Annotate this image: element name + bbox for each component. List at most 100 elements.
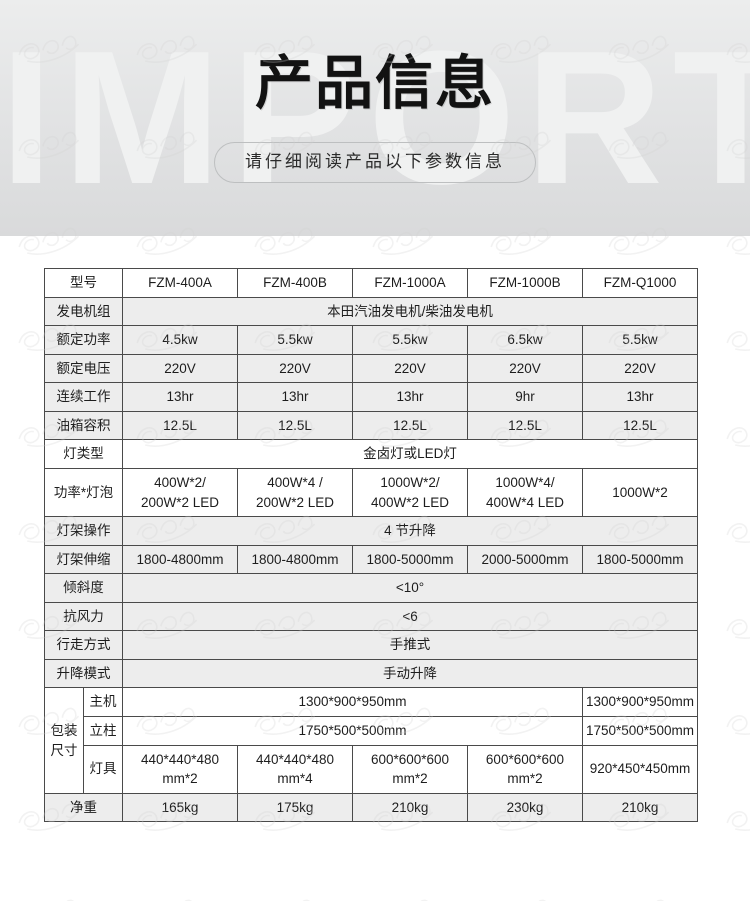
row-value-1-4: 5.5kw bbox=[581, 325, 699, 355]
row-value-3-1: 13hr bbox=[237, 382, 353, 412]
row-label-10: 抗风力 bbox=[43, 601, 124, 632]
packaging-value-merged-0: 1300*900*950mm bbox=[122, 687, 583, 717]
packaging-value-last-0: 1300*900*950mm bbox=[581, 687, 699, 717]
table-row: 升降模式 手动升降 bbox=[43, 658, 698, 689]
table-row: 抗风力 <6 bbox=[43, 601, 698, 632]
row-value-8-3: 2000-5000mm bbox=[466, 544, 583, 575]
packaging-value-2-4: 920*450*450mm bbox=[581, 744, 699, 794]
row-value-2-2: 220V bbox=[352, 353, 468, 384]
packaging-value-2-0: 440*440*480 mm*2 bbox=[122, 744, 239, 794]
row-value-merged-9: <10° bbox=[122, 573, 698, 603]
row-value-merged-5: 金卤灯或LED灯 bbox=[122, 439, 698, 469]
row-value-merged-10: <6 bbox=[122, 601, 698, 632]
row-value-3-3: 9hr bbox=[466, 382, 583, 412]
table-row: 油箱容积 12.5L 12.5L 12.5L 12.5L 12.5L bbox=[43, 410, 699, 441]
net-weight-row: 净重 165kg 175kg 210kg 230kg 210kg bbox=[43, 792, 699, 823]
product-spec-table: 型号 FZM-400A FZM-400B FZM-1000A FZM-1000B FZM-… bbox=[43, 268, 699, 823]
row-label-7: 灯架操作 bbox=[43, 516, 124, 546]
row-label-4: 油箱容积 bbox=[43, 410, 124, 441]
row-label-9: 倾斜度 bbox=[43, 573, 124, 603]
table-row: 功率*灯泡 400W*2/200W*2 LED 400W*4 /200W*2 LED… bbox=[43, 467, 699, 518]
table-row: 额定功率 4.5kw 5.5kw 5.5kw 6.5kw 5.5kw bbox=[43, 325, 699, 355]
row-value-3-0: 13hr bbox=[122, 382, 239, 412]
table-header-row: 型号 FZM-400A FZM-400B FZM-1000A FZM-1000B FZM-… bbox=[43, 268, 699, 298]
packaging-value-last-1: 1750*500*500mm bbox=[581, 716, 699, 746]
row-value-8-0: 1800-4800mm bbox=[122, 544, 239, 575]
packaging-value-2-2: 600*600*600 mm*2 bbox=[352, 744, 468, 794]
row-value-8-1: 1800-4800mm bbox=[237, 544, 353, 575]
column-header-model-2: FZM-400B bbox=[237, 268, 353, 298]
net-weight-label: 净重 bbox=[43, 792, 124, 823]
page-title: 产品信息 bbox=[254, 49, 495, 117]
column-header-label: 型号 bbox=[43, 268, 124, 298]
row-value-2-3: 220V bbox=[466, 353, 583, 384]
net-weight-value-0: 165kg bbox=[122, 792, 239, 823]
table-row: 发电机组 本田汽油发电机/柴油发电机 bbox=[43, 296, 698, 327]
row-value-6-4: 1000W*2 bbox=[581, 467, 699, 518]
banner-content: 产品信息 请仔细阅读产品以下参数信息 bbox=[0, 0, 750, 236]
packaging-sublabel-1: 立柱 bbox=[83, 716, 124, 746]
row-label-5: 灯类型 bbox=[43, 439, 124, 469]
row-label-1: 额定功率 bbox=[43, 325, 124, 355]
row-value-2-4: 220V bbox=[581, 353, 699, 384]
row-value-4-0: 12.5L bbox=[122, 410, 239, 441]
column-header-model-4: FZM-1000B bbox=[466, 268, 583, 298]
row-value-1-0: 4.5kw bbox=[122, 325, 239, 355]
column-header-model-3: FZM-1000A bbox=[352, 268, 468, 298]
net-weight-value-3: 230kg bbox=[466, 792, 583, 823]
packaging-sublabel-2: 灯具 bbox=[83, 744, 124, 794]
banner-subtitle-pill: 请仔细阅读产品以下参数信息 bbox=[214, 141, 536, 184]
row-label-2: 额定电压 bbox=[43, 353, 124, 384]
row-label-11: 行走方式 bbox=[43, 630, 124, 660]
packaging-sublabel-0: 主机 bbox=[83, 687, 124, 717]
net-weight-value-4: 210kg bbox=[581, 792, 699, 823]
row-value-6-1: 400W*4 /200W*2 LED bbox=[237, 467, 353, 518]
table-row: 连续工作 13hr 13hr 13hr 9hr 13hr bbox=[43, 382, 699, 412]
packaging-value-2-3: 600*600*600 mm*2 bbox=[466, 744, 583, 794]
column-header-model-1: FZM-400A bbox=[122, 268, 239, 298]
row-value-6-3: 1000W*4/400W*4 LED bbox=[466, 467, 583, 518]
net-weight-value-1: 175kg bbox=[237, 792, 353, 823]
packaging-group-label: 包装 尺寸 bbox=[43, 687, 85, 794]
packaging-value-2-1: 440*440*480 mm*4 bbox=[237, 744, 353, 794]
column-header-model-5: FZM-Q1000 bbox=[581, 268, 699, 298]
row-value-1-1: 5.5kw bbox=[237, 325, 353, 355]
row-value-4-4: 12.5L bbox=[581, 410, 699, 441]
row-value-merged-7: 4 节升降 bbox=[122, 516, 698, 546]
table-row: 额定电压 220V 220V 220V 220V 220V bbox=[43, 353, 699, 384]
row-value-3-4: 13hr bbox=[581, 382, 699, 412]
packaging-row-2: 灯具 440*440*480 mm*2 440*440*480 mm*4 600*600*… bbox=[45, 744, 699, 794]
row-value-4-2: 12.5L bbox=[352, 410, 468, 441]
row-value-1-3: 6.5kw bbox=[466, 325, 583, 355]
row-value-merged-0: 本田汽油发电机/柴油发电机 bbox=[122, 296, 698, 327]
table-row: 倾斜度 <10° bbox=[43, 573, 698, 603]
row-value-8-2: 1800-5000mm bbox=[352, 544, 468, 575]
row-value-6-0: 400W*2/200W*2 LED bbox=[122, 467, 239, 518]
row-value-merged-11: 手推式 bbox=[122, 630, 698, 660]
table-row: 行走方式 手推式 bbox=[43, 630, 698, 660]
table-row: 灯类型 金卤灯或LED灯 bbox=[43, 439, 698, 469]
packaging-value-merged-1: 1750*500*500mm bbox=[122, 716, 583, 746]
row-value-merged-12: 手动升降 bbox=[122, 658, 698, 689]
page-banner: IMPORT 产品信息 请仔细阅读产品以下参数信息 bbox=[0, 0, 750, 236]
packaging-row-1: 立柱 1750*500*500mm 1750*500*500mm bbox=[45, 716, 699, 746]
spec-table-container: 型号 FZM-400A FZM-400B FZM-1000A FZM-1000B FZM-… bbox=[0, 236, 750, 823]
row-value-4-1: 12.5L bbox=[237, 410, 353, 441]
row-value-6-2: 1000W*2/400W*2 LED bbox=[352, 467, 468, 518]
packaging-row-0: 包装 尺寸 主机 1300*900*950mm 1300*900*950mm bbox=[43, 687, 699, 794]
row-label-6: 功率*灯泡 bbox=[43, 467, 124, 518]
table-row: 灯架伸缩 1800-4800mm 1800-4800mm 1800-5000mm 200… bbox=[43, 544, 699, 575]
row-label-12: 升降模式 bbox=[43, 658, 124, 689]
row-label-8: 灯架伸缩 bbox=[43, 544, 124, 575]
row-value-4-3: 12.5L bbox=[466, 410, 583, 441]
table-row: 灯架操作 4 节升降 bbox=[43, 516, 698, 546]
row-label-3: 连续工作 bbox=[43, 382, 124, 412]
row-value-8-4: 1800-5000mm bbox=[581, 544, 699, 575]
row-value-1-2: 5.5kw bbox=[352, 325, 468, 355]
row-value-2-0: 220V bbox=[122, 353, 239, 384]
row-value-3-2: 13hr bbox=[352, 382, 468, 412]
row-value-2-1: 220V bbox=[237, 353, 353, 384]
net-weight-value-2: 210kg bbox=[352, 792, 468, 823]
row-label-0: 发电机组 bbox=[43, 296, 124, 327]
